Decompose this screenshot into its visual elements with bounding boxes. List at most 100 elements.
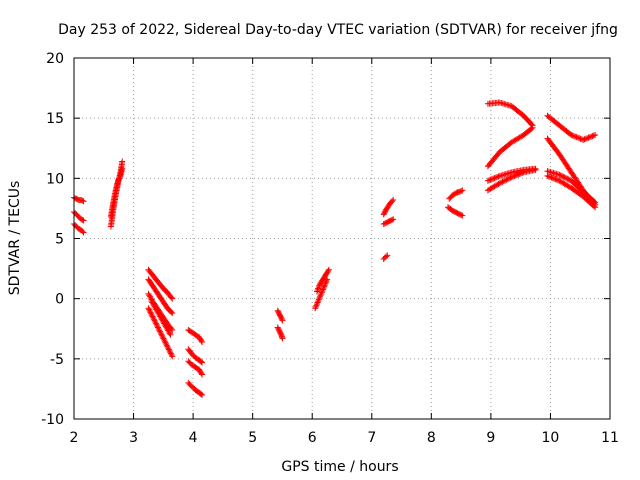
data-point <box>157 330 164 337</box>
data-point <box>572 133 579 140</box>
data-point <box>199 371 206 378</box>
data-point <box>278 316 285 323</box>
data-point <box>313 288 320 295</box>
data-point <box>325 267 332 274</box>
data-point <box>198 391 205 398</box>
data-point <box>169 310 176 317</box>
data-point <box>154 324 161 331</box>
data-point <box>389 198 396 205</box>
data-point <box>507 174 514 181</box>
data-point <box>488 176 495 183</box>
data-point <box>315 285 322 292</box>
data-point <box>167 350 174 357</box>
data-point <box>164 343 171 350</box>
data-point <box>498 179 505 186</box>
y-tick-label: 10 <box>46 171 64 187</box>
data-point <box>484 177 491 184</box>
data-point <box>592 132 599 139</box>
y-tick-label: 5 <box>55 232 64 248</box>
data-point <box>163 341 170 348</box>
data-point <box>494 173 501 180</box>
data-point <box>168 309 175 316</box>
data-point <box>586 134 593 141</box>
data-point <box>161 338 168 345</box>
x-tick-label: 6 <box>308 430 317 446</box>
data-point <box>319 286 326 293</box>
data-point <box>166 330 173 337</box>
x-tick-label: 3 <box>129 430 138 446</box>
data-point <box>504 176 511 183</box>
data-point <box>458 187 465 194</box>
x-tick-label: 11 <box>601 430 619 446</box>
data-point <box>163 342 170 349</box>
chart-title: Day 253 of 2022, Sidereal Day-to-day VTE… <box>58 22 618 38</box>
data-point <box>168 352 175 359</box>
data-point <box>528 125 535 132</box>
data-point <box>576 135 583 142</box>
y-tick-label: -10 <box>41 412 64 428</box>
data-point <box>390 196 397 203</box>
x-tick-label: 9 <box>486 430 495 446</box>
data-point <box>549 175 556 182</box>
data-point <box>384 252 391 259</box>
data-point <box>162 339 169 346</box>
data-point <box>279 335 286 342</box>
data-point <box>199 391 206 398</box>
data-point <box>199 338 206 345</box>
data-point <box>148 312 155 319</box>
data-point <box>316 293 323 300</box>
data-point <box>564 175 571 182</box>
x-tick-label: 5 <box>248 430 257 446</box>
x-tick-label: 8 <box>427 430 436 446</box>
x-axis-label: GPS time / hours <box>281 459 398 475</box>
data-point <box>512 172 519 179</box>
data-point <box>79 197 86 204</box>
data-point <box>157 328 164 335</box>
data-point <box>79 216 86 223</box>
data-point <box>459 212 466 219</box>
data-point <box>150 314 157 321</box>
data-point <box>582 135 589 142</box>
data-point <box>198 337 205 344</box>
data-point <box>553 176 560 183</box>
data-point <box>315 298 322 305</box>
data-point <box>573 134 580 141</box>
data-point <box>149 313 156 320</box>
data-point <box>529 124 536 131</box>
data-point <box>495 173 502 180</box>
y-tick-label: 15 <box>46 111 64 127</box>
data-point <box>532 166 539 173</box>
data-point <box>80 217 87 224</box>
data-point <box>156 327 163 334</box>
data-point <box>321 282 328 289</box>
x-tick-labels: 2 3 4 5 6 7 8 9 10 11 <box>70 430 619 446</box>
data-point <box>577 135 584 142</box>
data-point <box>390 216 397 223</box>
y-tick-label: -5 <box>50 352 64 368</box>
data-point <box>319 287 326 294</box>
data-point <box>152 320 159 327</box>
data-point <box>515 171 522 178</box>
data-point <box>148 310 155 317</box>
data-point <box>315 296 322 303</box>
data-point <box>152 319 159 326</box>
data-point <box>80 229 87 236</box>
data-point <box>547 173 554 180</box>
x-tick-label: 10 <box>542 430 560 446</box>
data-point <box>159 332 166 339</box>
data-point <box>314 287 321 294</box>
data-point <box>313 300 320 307</box>
data-point <box>556 171 563 178</box>
data-point <box>592 204 599 211</box>
data-point <box>486 177 493 184</box>
data-point <box>318 290 325 297</box>
data-point <box>79 228 86 235</box>
data-point <box>574 134 581 141</box>
data-point <box>198 358 205 365</box>
data-point <box>584 135 591 142</box>
data-point <box>490 175 497 182</box>
data-point <box>119 158 126 165</box>
data-point <box>499 178 506 185</box>
grid-lines <box>74 58 610 419</box>
